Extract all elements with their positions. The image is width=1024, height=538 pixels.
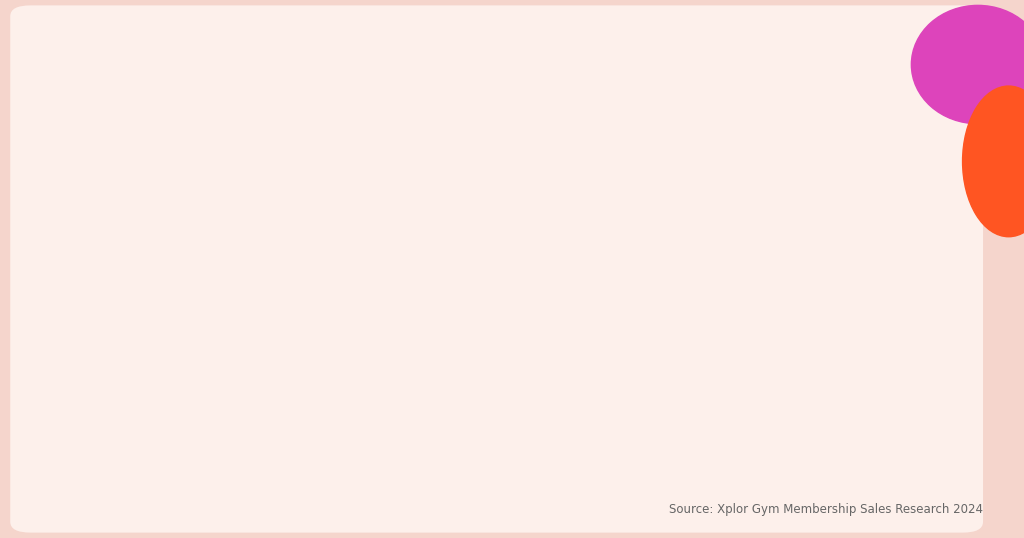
Bar [380, 435, 398, 447]
Bar [842, 158, 860, 447]
Bar [764, 380, 782, 447]
Bar [208, 442, 226, 447]
Bar [514, 438, 532, 447]
Bar [745, 341, 764, 447]
Bar [170, 441, 189, 447]
Bar [782, 385, 802, 447]
Bar [860, 249, 880, 447]
Bar [226, 442, 246, 447]
Bar [476, 437, 496, 447]
Text: WHEN DO EARLY CANCELLATIONS/TERMINATIONS HAPPEN?: WHEN DO EARLY CANCELLATIONS/TERMINATIONS… [63, 54, 709, 73]
Y-axis label: % of agreements cancelled
during period by generation: % of agreements cancelled during period … [78, 202, 106, 390]
Bar [324, 435, 342, 447]
Bar [246, 442, 264, 447]
Bar [496, 440, 514, 447]
Bar [592, 393, 610, 447]
Bar [189, 442, 208, 447]
Bar [880, 307, 898, 447]
Bar [630, 421, 648, 447]
Bar [726, 287, 745, 447]
Bar [573, 380, 592, 447]
Bar [610, 409, 630, 447]
Bar [360, 437, 380, 447]
Bar [708, 197, 726, 447]
FancyBboxPatch shape [4, 32, 801, 97]
Bar [439, 433, 458, 447]
Bar [898, 356, 916, 447]
Text: Source: Xplor Gym Membership Sales Research 2024: Source: Xplor Gym Membership Sales Resea… [669, 504, 983, 516]
Bar [458, 436, 476, 447]
Bar [916, 369, 936, 447]
Bar [304, 430, 324, 447]
Bar [648, 419, 667, 447]
Bar [342, 435, 360, 447]
X-axis label: Time elapsed after membership agreement starts: Time elapsed after membership agreement … [370, 476, 736, 491]
